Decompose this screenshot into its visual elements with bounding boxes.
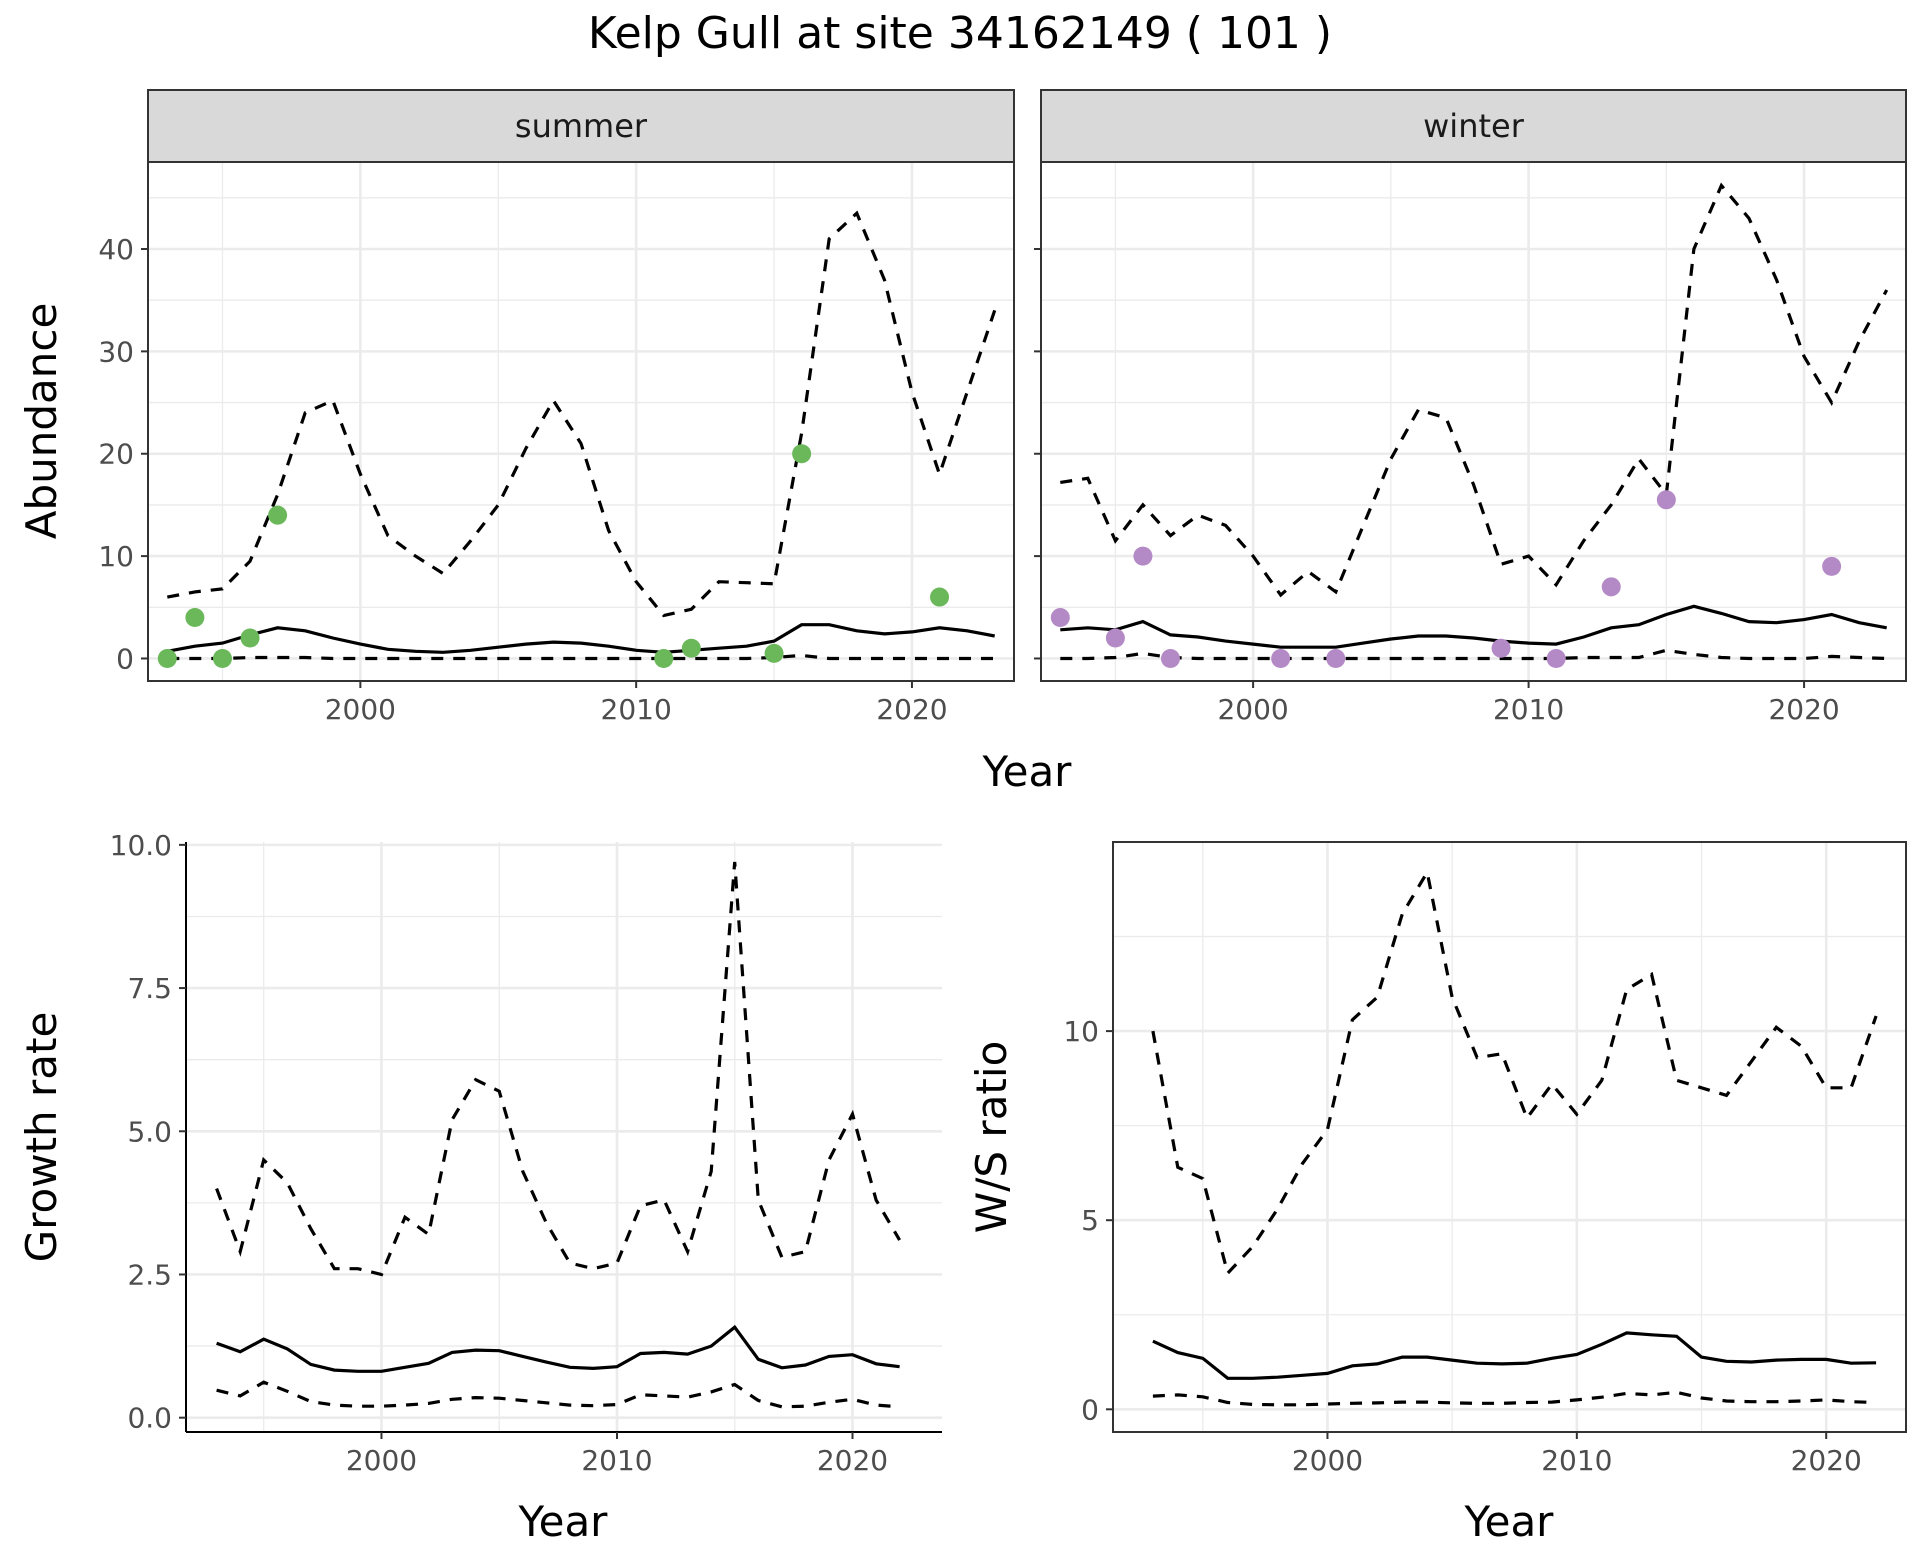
series-line-mean: [1152, 1331, 1877, 1380]
panel-summer: 2000 2010 2020 0 10 20 30 40 summer: [98, 89, 1015, 726]
series-line-mean: [216, 1324, 900, 1373]
facet-strip-winter: [1040, 89, 1907, 163]
data-point: [1133, 546, 1153, 566]
data-point: [681, 638, 701, 658]
y-tick-label: 0: [116, 642, 134, 675]
data-point: [654, 648, 674, 668]
abundance-y-axis-title: Abundance: [17, 303, 66, 540]
series-line-lower: [167, 653, 995, 661]
data-point: [1050, 608, 1070, 628]
data-point: [1160, 648, 1180, 668]
data-point: [240, 628, 260, 648]
growth-x-axis-title: Year: [518, 1497, 609, 1546]
panel-ratio: 2000 2010 2020 0 5 10: [1063, 841, 1907, 1477]
y-tick-label: 7.5: [127, 972, 172, 1005]
plots-layer: 2000 2010 2020 0 10 20 30 40 summer 2000 2010 2020 w…: [17, 89, 1907, 1546]
series-line-upper: [167, 210, 997, 618]
x-tick-label: 2020: [817, 1444, 888, 1477]
data-point: [212, 648, 232, 668]
series-line-lower: [1152, 1390, 1877, 1407]
data-point: [1105, 628, 1125, 648]
series-line-upper: [1060, 182, 1889, 598]
y-tick-label: 10: [1063, 1015, 1099, 1048]
facet-strip-label: summer: [515, 107, 648, 145]
y-tick-label: 10: [98, 540, 134, 573]
data-point: [1601, 577, 1621, 597]
x-tick-label: 2020: [876, 693, 947, 726]
facet-strip-summer: [147, 89, 1015, 163]
x-tick-label: 2000: [1292, 1444, 1363, 1477]
data-point: [930, 587, 950, 607]
x-tick-label: 2010: [1541, 1444, 1612, 1477]
y-tick-label: 5: [1081, 1204, 1099, 1237]
data-point: [1271, 648, 1291, 668]
data-point: [1491, 638, 1511, 658]
data-point: [764, 643, 784, 663]
panel-border: [1112, 841, 1907, 1433]
data-point: [1546, 648, 1566, 668]
series-line-lower: [1060, 648, 1887, 661]
x-tick-label: 2000: [346, 1444, 417, 1477]
data-point: [1326, 648, 1346, 668]
data-point: [1656, 490, 1676, 510]
y-tick-label: 20: [98, 438, 134, 471]
x-tick-label: 2010: [581, 1444, 652, 1477]
facet-strip-label: winter: [1423, 107, 1525, 145]
y-tick-label: 5.0: [127, 1115, 172, 1148]
y-tick-label: 2.5: [127, 1258, 172, 1291]
y-tick-label: 30: [98, 335, 134, 368]
x-tick-label: 2020: [1791, 1444, 1862, 1477]
series-line-mean: [1060, 604, 1887, 649]
x-tick-label: 2000: [325, 693, 396, 726]
y-tick-label: 0.0: [127, 1402, 172, 1435]
x-tick-label: 2000: [1217, 693, 1288, 726]
data-point: [185, 608, 205, 628]
series-line-upper: [1151, 867, 1878, 1277]
ratio-y-axis-title: W/S ratio: [967, 1041, 1016, 1234]
ratio-x-axis-title: Year: [1464, 1497, 1555, 1546]
x-tick-label: 2010: [1493, 693, 1564, 726]
y-tick-label: 40: [98, 233, 134, 266]
growth-y-axis-title: Growth rate: [17, 1012, 66, 1263]
series-line-mean: [167, 623, 995, 654]
abundance-x-axis-title: Year: [982, 747, 1073, 796]
x-tick-label: 2010: [601, 693, 672, 726]
data-point: [1822, 556, 1842, 576]
y-tick-label: 0: [1081, 1393, 1099, 1426]
y-tick-label: 10.0: [110, 829, 172, 862]
panel-growth: 2000 2010 2020 0.0 2.5 5.0 7.5 10.0: [110, 829, 942, 1477]
panel-winter: 2000 2010 2020 winter: [1034, 89, 1907, 726]
data-point: [268, 505, 288, 525]
data-point: [792, 444, 812, 464]
figure-title: Kelp Gull at site 34162149 ( 101 ): [588, 8, 1332, 59]
data-point: [157, 648, 177, 668]
x-tick-label: 2020: [1768, 693, 1839, 726]
